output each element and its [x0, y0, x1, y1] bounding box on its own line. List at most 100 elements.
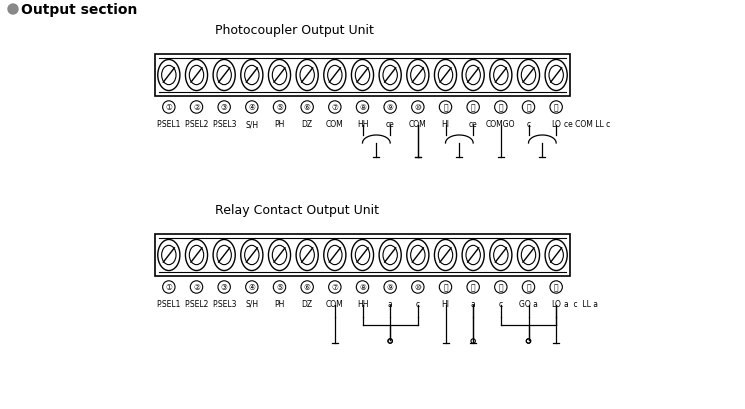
Ellipse shape — [352, 60, 373, 91]
Ellipse shape — [489, 240, 512, 271]
Text: HH: HH — [357, 120, 368, 129]
Ellipse shape — [379, 60, 402, 91]
Text: P.SEL2: P.SEL2 — [184, 299, 209, 308]
Text: COMGO: COMGO — [486, 120, 516, 129]
Ellipse shape — [434, 60, 457, 91]
Ellipse shape — [438, 246, 453, 265]
Text: GO a: GO a — [519, 299, 538, 308]
Text: COM: COM — [409, 120, 427, 129]
Text: ②: ② — [193, 283, 200, 292]
Text: ⑪: ⑪ — [443, 283, 448, 292]
Text: a: a — [471, 299, 475, 308]
Text: LO: LO — [551, 299, 561, 308]
Ellipse shape — [162, 66, 176, 85]
Ellipse shape — [383, 66, 397, 85]
Text: ①: ① — [165, 103, 172, 112]
Ellipse shape — [186, 60, 208, 91]
Text: Relay Contact Output Unit: Relay Contact Output Unit — [215, 204, 379, 216]
Ellipse shape — [518, 60, 539, 91]
Text: ⑩: ⑩ — [414, 103, 421, 112]
Ellipse shape — [158, 240, 180, 271]
Text: ③: ③ — [221, 103, 228, 112]
Ellipse shape — [300, 246, 314, 265]
Circle shape — [8, 5, 18, 15]
Ellipse shape — [489, 60, 512, 91]
Ellipse shape — [213, 60, 235, 91]
Ellipse shape — [352, 240, 373, 271]
Ellipse shape — [300, 66, 314, 85]
Text: c: c — [498, 299, 503, 308]
Ellipse shape — [268, 240, 291, 271]
Ellipse shape — [434, 240, 457, 271]
Text: ⑭: ⑭ — [526, 103, 531, 112]
Text: ⑤: ⑤ — [276, 103, 283, 112]
Ellipse shape — [273, 246, 287, 265]
Bar — [155, 55, 570, 97]
Ellipse shape — [241, 240, 263, 271]
Ellipse shape — [355, 66, 370, 85]
Text: ⑬: ⑬ — [498, 283, 503, 292]
Text: ⑫: ⑫ — [471, 283, 475, 292]
Text: ⑦: ⑦ — [332, 103, 338, 112]
Ellipse shape — [494, 66, 508, 85]
Ellipse shape — [407, 240, 429, 271]
Ellipse shape — [273, 66, 287, 85]
Ellipse shape — [355, 246, 370, 265]
Text: COM: COM — [326, 299, 343, 308]
Text: c: c — [416, 299, 420, 308]
Text: ④: ④ — [248, 103, 256, 112]
Text: ⑪: ⑪ — [443, 103, 448, 112]
Text: ⑦: ⑦ — [332, 283, 338, 292]
Text: ⑥: ⑥ — [304, 103, 311, 112]
Text: P.SEL2: P.SEL2 — [184, 120, 209, 129]
Text: ⑬: ⑬ — [498, 103, 503, 112]
Text: ③: ③ — [221, 283, 228, 292]
Text: PH: PH — [274, 299, 285, 308]
Text: ce: ce — [469, 120, 478, 129]
Ellipse shape — [244, 66, 259, 85]
Ellipse shape — [328, 246, 342, 265]
Ellipse shape — [241, 60, 263, 91]
Text: ⑧: ⑧ — [359, 283, 366, 292]
Text: ④: ④ — [248, 283, 256, 292]
Ellipse shape — [324, 60, 346, 91]
Ellipse shape — [545, 240, 567, 271]
Ellipse shape — [407, 60, 429, 91]
Text: c: c — [527, 120, 530, 129]
Text: PH: PH — [274, 120, 285, 129]
Text: COM: COM — [326, 120, 343, 129]
Text: ce COM LL c: ce COM LL c — [565, 120, 611, 129]
Ellipse shape — [379, 240, 402, 271]
Ellipse shape — [545, 60, 567, 91]
Ellipse shape — [549, 66, 563, 85]
Ellipse shape — [296, 60, 318, 91]
Text: ⑤: ⑤ — [276, 283, 283, 292]
Text: ⑭: ⑭ — [526, 283, 531, 292]
Ellipse shape — [158, 60, 180, 91]
Text: ⑩: ⑩ — [414, 283, 421, 292]
Text: Output section: Output section — [21, 3, 137, 17]
Text: DZ: DZ — [302, 299, 313, 308]
Text: ⑧: ⑧ — [359, 103, 366, 112]
Ellipse shape — [328, 66, 342, 85]
Ellipse shape — [518, 240, 539, 271]
Text: HI: HI — [442, 120, 449, 129]
Text: ⑨: ⑨ — [387, 103, 393, 112]
Bar — [155, 234, 570, 276]
Text: a  c  LL a: a c LL a — [565, 299, 598, 308]
Text: HH: HH — [357, 299, 368, 308]
Ellipse shape — [462, 240, 484, 271]
Ellipse shape — [162, 246, 176, 265]
Text: ①: ① — [165, 283, 172, 292]
Ellipse shape — [383, 246, 397, 265]
Text: ce: ce — [386, 120, 395, 129]
Text: HI: HI — [442, 299, 449, 308]
Ellipse shape — [466, 66, 481, 85]
Ellipse shape — [438, 66, 453, 85]
Ellipse shape — [217, 246, 232, 265]
Text: DZ: DZ — [302, 120, 313, 129]
Text: P.SEL1: P.SEL1 — [156, 120, 181, 129]
Text: ⑨: ⑨ — [387, 283, 393, 292]
Text: ②: ② — [193, 103, 200, 112]
Ellipse shape — [494, 246, 508, 265]
